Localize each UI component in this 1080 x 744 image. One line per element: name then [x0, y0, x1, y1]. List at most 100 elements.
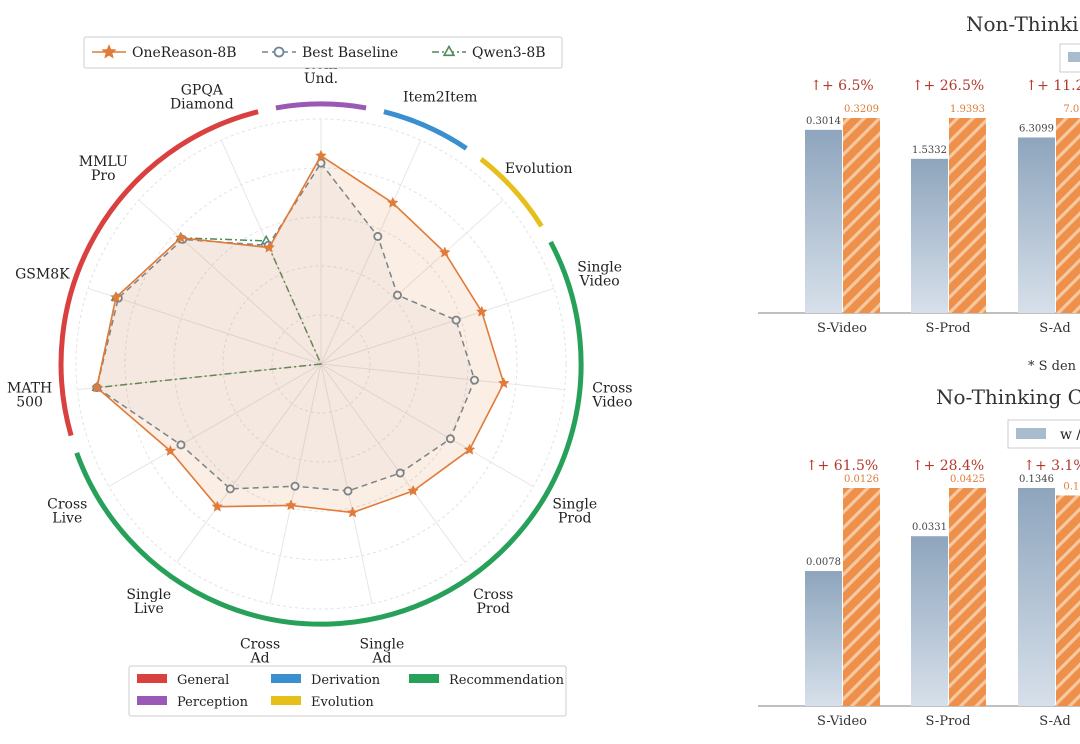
bar-ours-1-2: [949, 118, 986, 313]
gain-label-1-3: ↑+ 11.2: [1025, 78, 1080, 94]
point-baseline-8: [343, 486, 353, 496]
point-onereason-10: [211, 500, 224, 512]
bar-value-base-2-1: 0.0078: [806, 557, 841, 568]
radar-spoke-5: [320, 363, 565, 391]
bar-value-base-2-2: 0.0331: [912, 522, 947, 533]
bar-ours-1-3: [1056, 118, 1080, 313]
category-swatch-evolution: [271, 696, 301, 705]
point-onereason-3: [438, 246, 451, 258]
axis-label-10: Single Live: [126, 587, 171, 617]
point-baseline-2: [373, 231, 383, 241]
axis-label-4: Single Video: [577, 259, 622, 289]
radar-chart: ItemUnd.Item2ItemEvolutionSingleVideoCro…: [7, 36, 632, 717]
radar-spoke-3: [320, 199, 504, 365]
bar-ours-1-1: [843, 118, 880, 313]
category-legend-frame: [128, 665, 567, 717]
radar-spoke-8: [320, 363, 373, 604]
axis-label-8: Single Ad: [360, 637, 405, 667]
bar-category-label-1-2: S-Prod: [926, 321, 971, 336]
category-swatch-recommendation: [409, 674, 439, 683]
point-onereason-12: [90, 381, 103, 393]
bar-ours-2-2: [949, 488, 986, 706]
axis-label-13: GSM8K: [15, 266, 70, 282]
bar-chart-footnote: * S den: [1028, 359, 1077, 374]
axis-label-14: MMLU Pro: [79, 154, 128, 184]
axis-label-2: Item2Item: [403, 89, 477, 105]
point-onereason-7: [407, 484, 420, 496]
category-swatch-derivation: [271, 674, 301, 683]
radar-spoke-2: [320, 139, 422, 365]
radar-spoke-7: [320, 363, 466, 563]
legend-label-onereason: OneReason-8B: [132, 45, 237, 61]
category-label-evolution: Evolution: [311, 695, 374, 710]
point-onereason-11: [164, 444, 177, 456]
legend-label-qwen: Qwen3-8B: [472, 45, 546, 61]
category-label-general: General: [177, 673, 229, 688]
bar-value-ours-2-1: 0.0126: [844, 474, 879, 485]
axis-label-9: Cross Ad: [240, 637, 280, 667]
bar-base-1-3: [1018, 137, 1055, 313]
legend-circle-icon: [273, 46, 285, 58]
bar-value-ours-2-2: 0.0425: [950, 474, 985, 485]
point-onereason-1: [315, 149, 327, 161]
point-onereason-9: [285, 499, 297, 511]
gain-label-2-1: ↑+ 61.5%: [806, 458, 878, 474]
gain-label-2-2: ↑+ 28.4%: [912, 458, 984, 474]
point-baseline-3: [392, 290, 402, 300]
bar-category-label-2-1: S-Video: [817, 714, 867, 729]
bar-category-label-2-3: S-Ad: [1039, 714, 1070, 729]
bar-value-ours-1-1: 0.3209: [844, 104, 879, 115]
radar-spoke-14: [138, 199, 322, 365]
category-legend: General Derivation Recommendation Perceptio…: [128, 665, 567, 717]
bar-chart-title-1: Non-Thinki: [966, 12, 1078, 36]
point-onereason-15: [263, 241, 276, 253]
radar-grid-ring-4: [124, 167, 518, 561]
series-legend: OneReason-8B Best Baseline Qwen3-8B: [83, 36, 563, 69]
gain-label-2-3: ↑+ 3.1%: [1023, 458, 1080, 474]
bar-ours-2-3: [1056, 495, 1080, 706]
category-arc-recommendation-4: [74, 240, 584, 627]
category-arc-evolution-3: [479, 157, 544, 228]
gain-label-1-2: ↑+ 26.5%: [912, 78, 984, 94]
legend-label-baseline: Best Baseline: [302, 45, 398, 61]
bar-value-base-1-2: 1.5332: [912, 145, 947, 156]
bar-value-base-2-3: 0.1346: [1019, 474, 1054, 485]
point-onereason-6: [463, 443, 476, 455]
point-baseline-5: [470, 375, 480, 385]
gain-label-1-1: ↑+ 6.5%: [810, 78, 873, 94]
bar-legend-swatch-1: [1068, 52, 1080, 62]
bar-value-ours-2-3: 0.13: [1063, 481, 1080, 492]
bar-chart-2: No-Thinking C w / 0.0078 0.0126↑+ 61.5% S-Vi…: [758, 385, 1080, 729]
bar-legend-swatch-2: [1016, 428, 1046, 439]
point-baseline-4: [451, 315, 461, 325]
point-baseline-6: [445, 434, 455, 444]
series-line-onereason: [95, 154, 505, 514]
point-onereason-14: [174, 231, 187, 243]
category-label-perception: Perception: [177, 695, 249, 710]
category-label-recommendation: Recommendation: [449, 673, 565, 688]
bar-base-2-1: [805, 571, 842, 706]
axis-label-3: Evolution: [505, 161, 573, 177]
point-onereason-4: [475, 305, 488, 317]
bar-category-label-2-2: S-Prod: [926, 714, 971, 729]
radar-spoke-4: [320, 287, 555, 365]
category-label-derivation: Derivation: [311, 673, 381, 688]
axis-label-11: Cross Live: [47, 497, 87, 527]
legend-star-icon: [101, 44, 117, 59]
point-baseline-10: [225, 484, 235, 494]
point-baseline-11: [176, 440, 186, 450]
bar-value-ours-1-2: 1.9393: [950, 104, 985, 115]
category-arc-general-5: [58, 109, 259, 437]
radar-spoke-6: [320, 363, 534, 487]
bar-value-base-1-1: 0.3014: [806, 116, 841, 127]
axis-label-12: MATH 500: [7, 381, 52, 411]
bar-base-1-1: [805, 129, 842, 313]
category-swatch-general: [137, 674, 167, 683]
radar-spoke-13: [87, 287, 322, 365]
bar-base-1-2: [911, 158, 948, 313]
category-swatch-perception: [137, 696, 167, 705]
bar-category-label-1-1: S-Video: [817, 321, 867, 336]
